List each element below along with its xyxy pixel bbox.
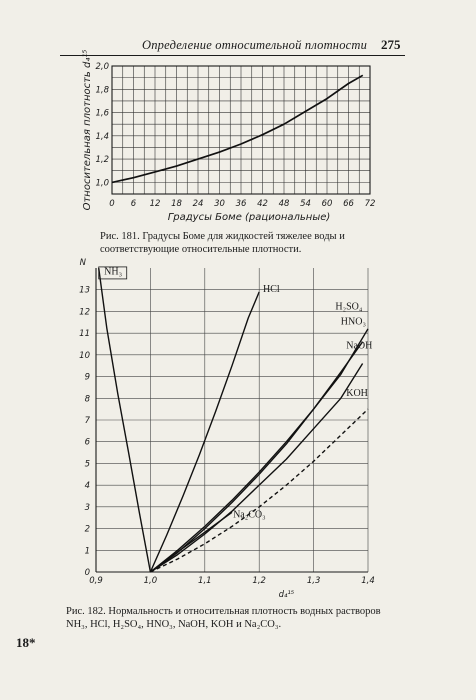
- x-tick-label: 30: [214, 199, 225, 209]
- y-tick-label: 9: [85, 373, 90, 383]
- x-tick-label: 12: [150, 199, 161, 209]
- x-tick-label: 1,3: [307, 576, 321, 586]
- y-tick-label: 8: [85, 394, 91, 404]
- y-tick-label: 13: [79, 286, 90, 296]
- x-tick-label: 1,4: [361, 576, 375, 586]
- x-tick-label: 6: [131, 199, 137, 209]
- y-tick-label: 1,4: [95, 132, 109, 142]
- x-tick-label: 36: [236, 199, 247, 209]
- y-tick-label: 2,0: [95, 62, 109, 72]
- y-tick-label: 3: [85, 503, 90, 513]
- series-label: HNO₃: [341, 316, 366, 327]
- y-tick-label: 6: [85, 438, 91, 448]
- y-tick-label: 10: [79, 351, 90, 361]
- y-tick-label: 0: [85, 568, 90, 578]
- series-label: KOH: [346, 388, 368, 399]
- series-label: NaOH: [346, 340, 372, 351]
- series-line: [98, 267, 152, 573]
- series-line: [149, 328, 369, 573]
- series-line: [149, 291, 260, 573]
- series-line-baume: [111, 74, 364, 184]
- x-tick-label: 0,9: [89, 576, 103, 586]
- x-tick-label: 42: [257, 199, 268, 209]
- x-tick-label: 1,2: [252, 576, 266, 586]
- page-number: 275: [381, 37, 401, 52]
- x-tick-label: 48: [279, 199, 290, 209]
- series-line: [150, 363, 364, 573]
- x-tick-label: 24: [193, 199, 204, 209]
- x-tick-label: 1,1: [198, 576, 212, 586]
- header-rule: [60, 55, 405, 56]
- y-tick-label: 1,8: [95, 85, 109, 95]
- series-line: [149, 341, 364, 573]
- x-tick-label: 72: [365, 199, 376, 209]
- y-tick-label: 2: [85, 525, 90, 535]
- x-tick-label: 18: [171, 199, 182, 209]
- series-label: HCl: [263, 284, 280, 295]
- x-tick-label: 0: [109, 199, 114, 209]
- nh3-label-box: [98, 266, 128, 280]
- running-head: Определение относительной плотности: [142, 38, 368, 52]
- y-axis-label: N: [80, 258, 87, 268]
- y-tick-label: 11: [79, 329, 90, 339]
- x-tick-label: 60: [322, 199, 333, 209]
- series-label: NH₃: [104, 267, 122, 278]
- x-tick-label: 1,0: [144, 576, 158, 586]
- figure-182-caption: Рис. 182. Нормальность и относительная п…: [66, 606, 381, 630]
- series-label: H₂SO₄: [335, 301, 362, 312]
- y-tick-label: 1,6: [95, 109, 109, 119]
- figure-181-caption: Рис. 181. Градусы Боме для жидкостей тяж…: [100, 231, 345, 255]
- plot-frame: [111, 65, 371, 195]
- y-axis-label: Относительная плотность d₄¹⁵: [82, 50, 93, 211]
- y-tick-label: 1,0: [95, 178, 109, 188]
- series-line: [150, 408, 369, 573]
- x-axis-label: d₄¹⁵: [279, 590, 295, 600]
- y-tick-label: 5: [85, 459, 90, 469]
- signature-mark: 18*: [16, 635, 36, 650]
- y-tick-label: 1: [85, 546, 90, 556]
- y-tick-label: 12: [79, 307, 90, 317]
- y-tick-label: 4: [85, 481, 90, 491]
- series-line: [149, 511, 233, 573]
- y-tick-label: 7: [85, 416, 91, 426]
- x-axis-label: Градусы Боме (рациональные): [168, 212, 331, 223]
- series-label: Na₂CO₃: [233, 510, 266, 521]
- x-tick-label: 54: [300, 199, 311, 209]
- y-tick-label: 1,2: [95, 155, 109, 165]
- x-tick-label: 66: [343, 199, 354, 209]
